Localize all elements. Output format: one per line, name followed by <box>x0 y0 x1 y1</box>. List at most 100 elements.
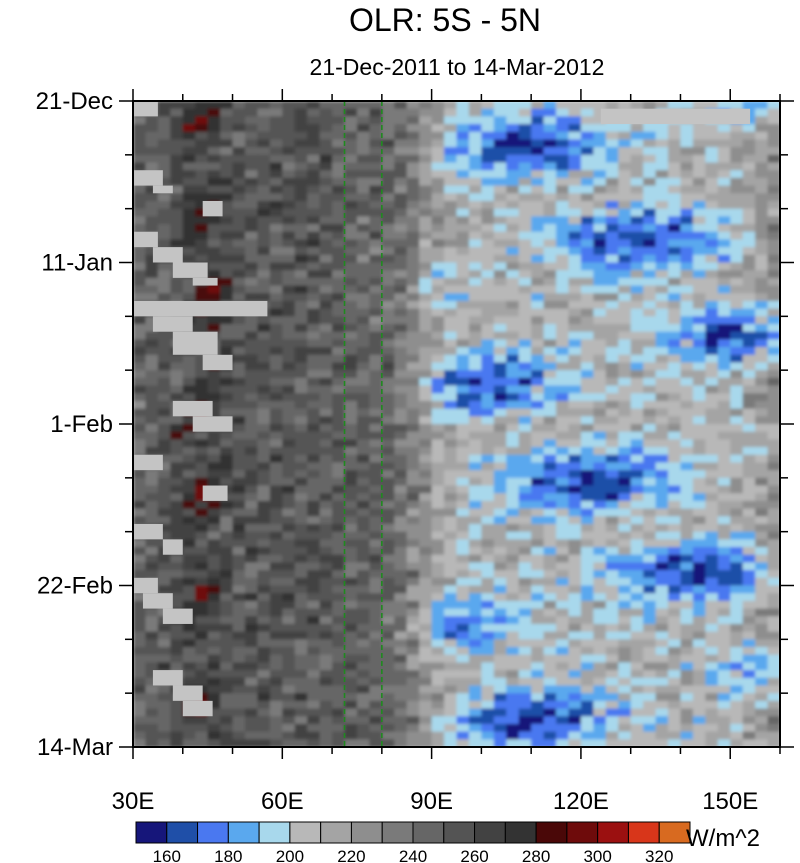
olr-cell <box>145 193 159 202</box>
olr-cell <box>344 493 358 502</box>
olr-cell <box>244 239 259 248</box>
olr-cell <box>680 162 694 172</box>
olr-cell <box>456 139 470 148</box>
olr-cell <box>692 531 707 541</box>
olr-cell <box>431 247 445 256</box>
olr-cell <box>444 670 458 679</box>
olr-cell <box>556 385 570 395</box>
olr-cell <box>493 739 508 747</box>
olr-cell <box>356 493 371 502</box>
olr-cell <box>692 431 707 441</box>
olr-cell <box>493 139 508 148</box>
olr-cell <box>742 477 756 487</box>
olr-cell <box>568 577 582 587</box>
olr-cell <box>692 516 707 525</box>
olr-cell <box>618 608 632 618</box>
olr-cell <box>468 331 483 341</box>
olr-cell <box>481 162 495 172</box>
olr-cell <box>568 385 582 395</box>
olr-cell <box>692 101 707 110</box>
olr-cell <box>207 147 221 156</box>
olr-cell <box>369 362 383 371</box>
olr-cell <box>568 470 582 479</box>
olr-cell <box>394 277 408 287</box>
olr-cell <box>568 500 582 510</box>
olr-cell <box>568 562 582 571</box>
olr-cell <box>419 377 433 387</box>
olr-cell <box>419 654 433 664</box>
olr-cell <box>468 247 483 256</box>
olr-cell <box>332 485 346 495</box>
olr-cell <box>444 500 458 510</box>
olr-cell <box>730 170 744 179</box>
olr-cell <box>269 424 284 433</box>
olr-cell <box>468 470 483 479</box>
olr-cell <box>195 716 209 725</box>
olr-cell <box>580 108 595 118</box>
olr-cell <box>381 508 396 518</box>
olr-cell <box>481 670 495 679</box>
olr-cell <box>643 570 657 579</box>
olr-cell <box>568 485 582 495</box>
olr-cell <box>556 316 570 325</box>
olr-cell <box>531 647 545 656</box>
olr-cell <box>705 547 719 556</box>
olr-cell <box>319 600 333 610</box>
olr-cell <box>705 708 719 718</box>
olr-cell <box>531 608 545 618</box>
olr-cell <box>742 208 756 218</box>
olr-cell <box>369 654 383 664</box>
olr-cell <box>220 731 234 741</box>
olr-cell <box>195 631 209 641</box>
olr-cell <box>356 716 371 725</box>
olr-cell <box>332 623 346 633</box>
olr-cell <box>655 585 669 594</box>
olr-cell <box>518 101 532 110</box>
olr-cell <box>680 600 694 610</box>
olr-cell <box>344 193 358 202</box>
olr-cell <box>742 408 756 418</box>
olr-cell <box>344 370 358 379</box>
olr-cell <box>742 347 756 356</box>
olr-cell <box>282 585 296 594</box>
olr-cell <box>518 731 532 741</box>
olr-cell <box>269 616 284 625</box>
olr-cell <box>543 170 557 179</box>
olr-cell <box>207 231 221 241</box>
olr-cell <box>481 570 495 579</box>
olr-cell <box>668 300 682 310</box>
olr-cell <box>543 554 557 564</box>
olr-cell <box>394 700 408 710</box>
olr-cell <box>755 177 769 187</box>
olr-cell <box>182 462 197 471</box>
olr-cell <box>630 739 644 747</box>
olr-cell <box>730 200 744 210</box>
olr-cell <box>257 516 271 525</box>
olr-cell <box>692 677 707 687</box>
olr-cell <box>518 316 532 325</box>
olr-cell <box>394 162 408 172</box>
olr-cell <box>531 347 545 356</box>
olr-cell <box>456 362 470 371</box>
olr-cell <box>655 200 669 210</box>
olr-cell <box>692 462 707 471</box>
olr-cell <box>282 731 296 741</box>
olr-cell <box>556 608 570 618</box>
olr-cell <box>207 539 221 548</box>
olr-cell <box>655 339 669 348</box>
olr-cell <box>493 547 508 556</box>
olr-cell <box>232 731 246 741</box>
olr-cell <box>531 470 545 479</box>
olr-cell <box>742 585 756 594</box>
olr-cell <box>419 554 433 564</box>
olr-cell <box>444 623 458 633</box>
olr-cell <box>182 731 197 741</box>
olr-cell <box>556 200 570 210</box>
olr-cell <box>767 154 780 164</box>
olr-cell <box>630 300 644 310</box>
olr-cell <box>319 693 333 702</box>
olr-cell <box>543 154 557 164</box>
olr-cell <box>630 493 644 502</box>
olr-cell <box>207 447 221 456</box>
olr-cell <box>307 262 321 271</box>
